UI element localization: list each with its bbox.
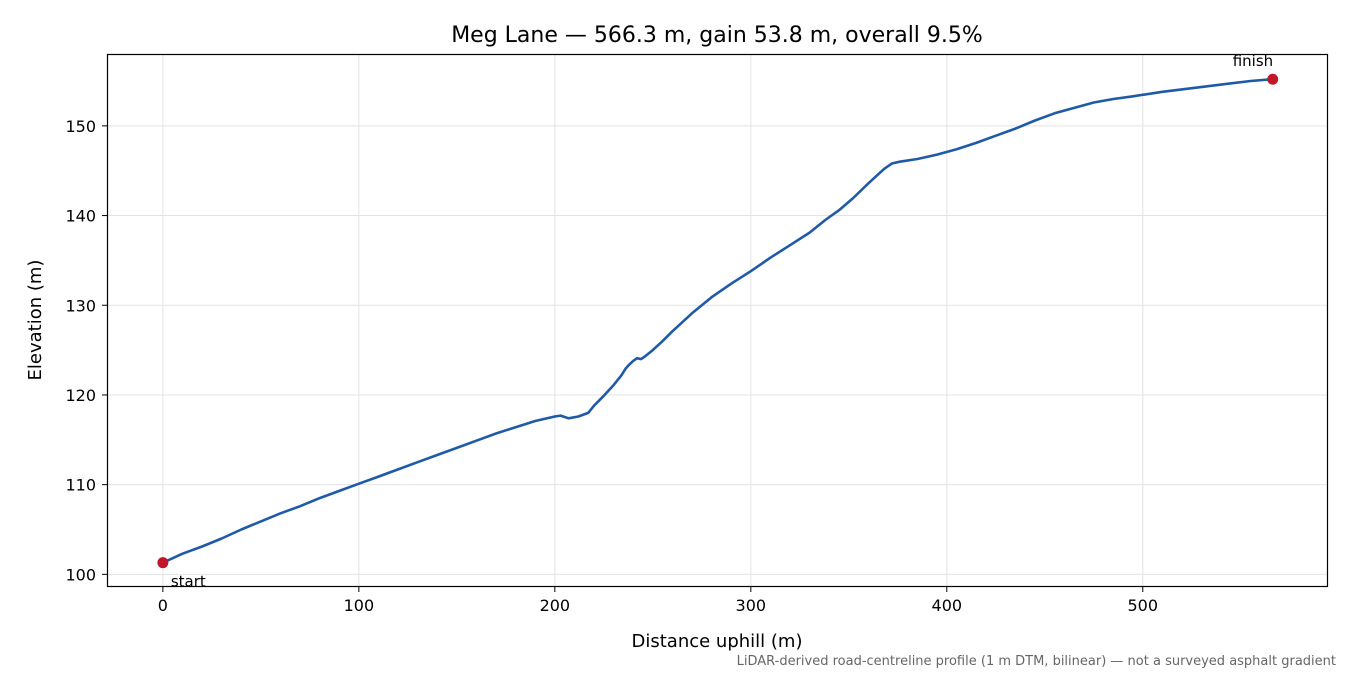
data-source-footnote: LiDAR-derived road-centreline profile (1…	[737, 654, 1336, 669]
x-axis-ticks: 0 100 200 300 400 500	[158, 586, 1158, 615]
finish-point	[1267, 73, 1279, 85]
y-tick-label: 120	[65, 386, 96, 405]
y-tick-label: 110	[65, 476, 96, 495]
y-tick-label: 100	[65, 565, 96, 584]
x-tick-label: 500	[1128, 596, 1159, 615]
y-tick-label: 140	[65, 207, 96, 226]
x-axis-label: Distance uphill (m)	[632, 631, 803, 652]
gridlines	[108, 55, 1327, 586]
start-point	[157, 557, 169, 569]
x-tick-label: 400	[932, 596, 963, 615]
x-tick-label: 100	[344, 596, 375, 615]
x-tick-label: 300	[736, 596, 767, 615]
x-tick-label: 0	[158, 596, 168, 615]
elevation-series	[161, 77, 1274, 565]
y-axis-ticks: 100 110 120 130 140 150	[65, 117, 108, 584]
y-tick-label: 150	[65, 117, 96, 136]
finish-label: finish	[1233, 52, 1273, 70]
x-tick-label: 200	[540, 596, 571, 615]
y-tick-label: 130	[65, 296, 96, 315]
elevation-line	[161, 77, 1274, 565]
endpoint-markers: start finish	[157, 52, 1279, 591]
start-label: start	[171, 573, 206, 591]
chart-title: Meg Lane — 566.3 m, gain 53.8 m, overall…	[451, 23, 983, 48]
plot-frame	[106, 53, 1329, 588]
y-axis-label: Elevation (m)	[25, 260, 46, 381]
